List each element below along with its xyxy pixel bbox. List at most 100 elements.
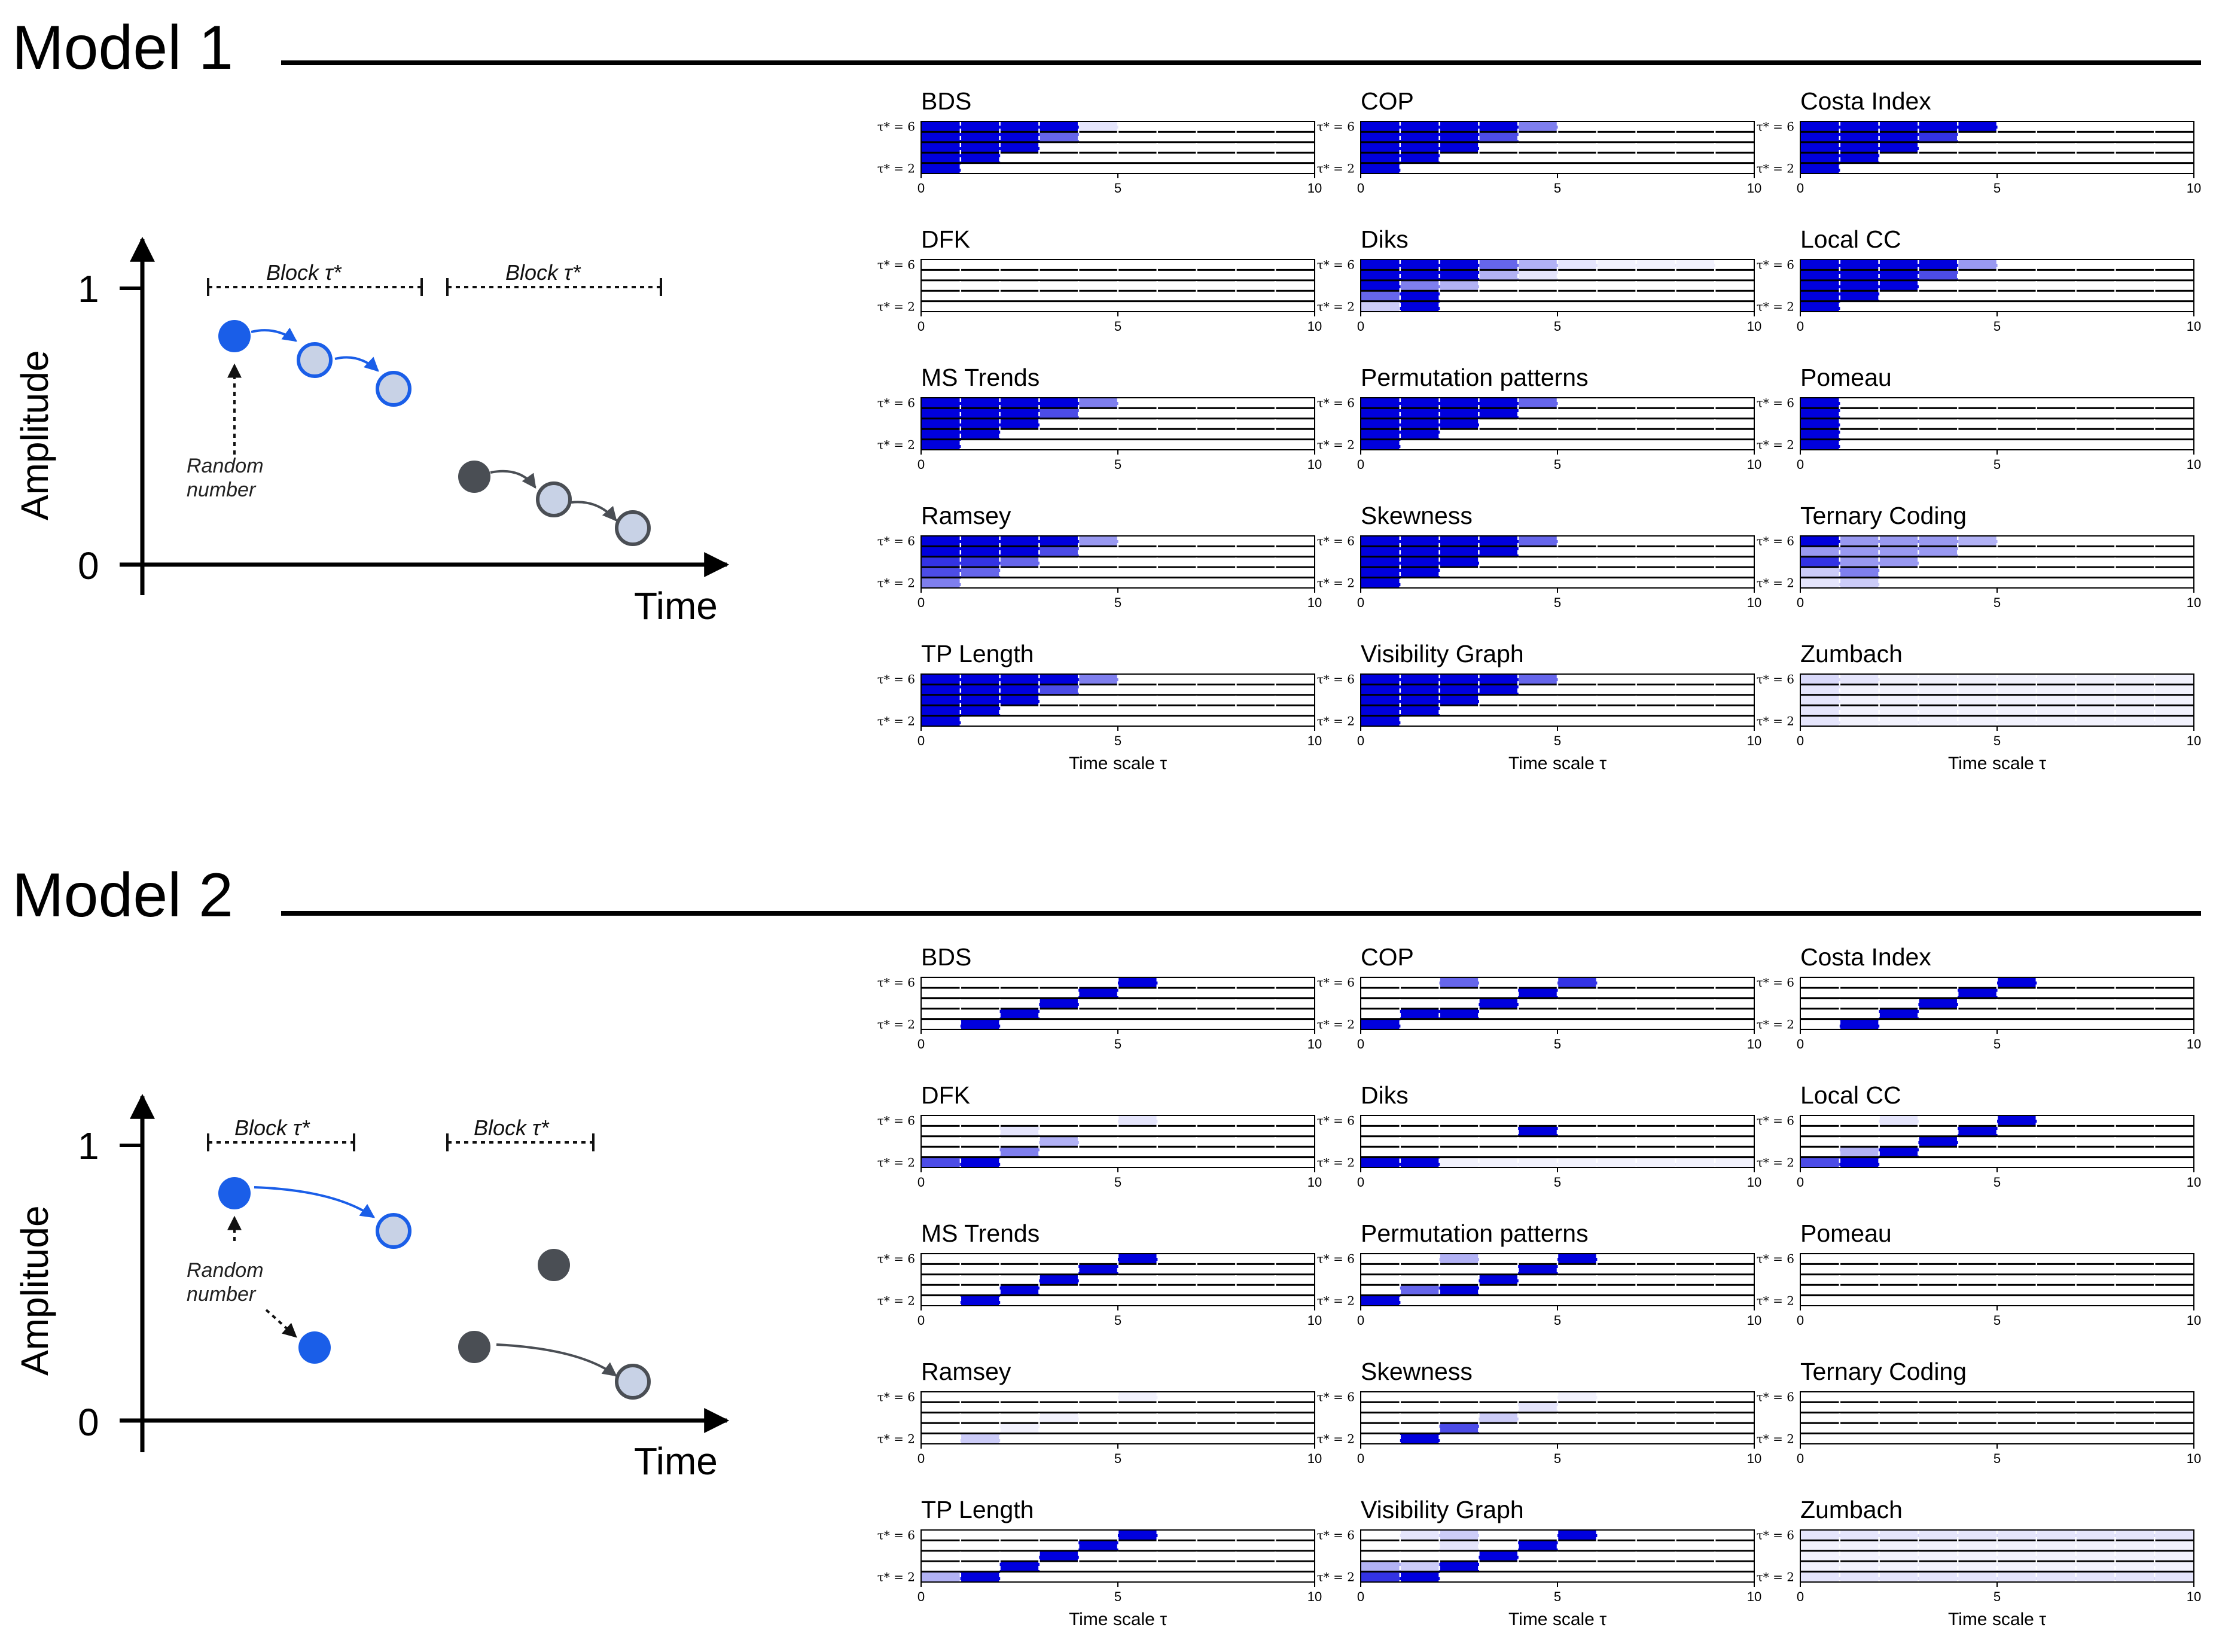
cell-m1-costa-index-r6-c2: [1839, 121, 1880, 132]
x-tick-label-m2-costa-index-5: 5: [1993, 1037, 2001, 1051]
illus-2-block-2: Block τ*: [446, 1115, 595, 1151]
cell-m1-skewness-r5-c3: [1439, 546, 1479, 557]
x-tick-label-m1-dfk-10: 10: [1307, 319, 1322, 334]
panel-m2-permutation-patterns: Permutation patterns τ* = 6 τ* = 20 5 10: [1317, 1220, 1762, 1328]
cell-m2-ramsey-r3-c3: [999, 1423, 1040, 1434]
panel-m1-permutation-patterns: Permutation patterns τ* = 6 τ* = 20 5 10: [1317, 364, 1762, 472]
panel-title-m1-skewness: Skewness: [1361, 502, 1473, 529]
x-tick-label-m2-ms-trends-10: 10: [1307, 1313, 1322, 1328]
cell-m1-ms-trends-r4-c1: [921, 418, 961, 429]
cell-m2-zumbach-r6-c8: [2075, 1530, 2116, 1541]
cell-m1-local-cc-r2-c1: [1800, 301, 1840, 312]
tau-top-label-m1-zumbach: τ* = 6: [1757, 672, 1794, 687]
x-tick-label-m2-diks-10: 10: [1747, 1175, 1761, 1190]
cell-m2-zumbach-r5-c4: [1918, 1540, 1958, 1552]
cell-m1-skewness-r5-c2: [1400, 546, 1440, 557]
cell-m1-zumbach-r3-c2: [1839, 705, 1880, 717]
cell-m1-tp-length-r4-c1: [921, 694, 961, 706]
tau-top-label-m2-diks: τ* = 6: [1317, 1114, 1355, 1128]
cell-m1-zumbach-r5-c2: [1839, 684, 1880, 696]
cell-m2-skewness-r2-c2: [1400, 1433, 1440, 1444]
cell-m2-zumbach-r2-c5: [1958, 1571, 1998, 1583]
illus-1-tick-label-0: 0: [78, 544, 99, 587]
illus-2-point-gray-2: [458, 1331, 490, 1363]
x-tick-label-m1-costa-index-10: 10: [2187, 181, 2201, 196]
cell-m1-cop-r6-c4: [1479, 121, 1519, 132]
cell-m1-skewness-r2-c1: [1361, 577, 1401, 589]
x-tick-label-m2-skewness-5: 5: [1554, 1451, 1561, 1466]
tau-top-label-m2-permutation-patterns: τ* = 6: [1317, 1252, 1355, 1266]
tau-bottom-label-m1-visibility-graph: τ* = 2: [1317, 714, 1355, 728]
cell-m1-cop-r4-c2: [1400, 142, 1440, 153]
panel-m1-diks: Diks τ* = 6 τ* = 20 5 10: [1317, 225, 1762, 334]
x-tick-label-m2-ternary-coding-5: 5: [1993, 1451, 2001, 1466]
tau-top-label-m1-ternary-coding: τ* = 6: [1757, 534, 1794, 548]
cell-m1-cop-r6-c1: [1361, 121, 1401, 132]
cell-m2-zumbach-r4-c5: [1958, 1550, 1998, 1562]
panel-m1-costa-index: Costa Index τ* = 6 τ* = 20 5 10: [1757, 87, 2202, 196]
x-tick-label-m1-costa-index-0: 0: [1797, 181, 1804, 196]
x-tick-label-m2-zumbach-10: 10: [2187, 1589, 2201, 1604]
tau-top-label-m2-skewness: τ* = 6: [1317, 1390, 1355, 1404]
x-tick-label-m2-tp-length-10: 10: [1307, 1589, 1322, 1604]
cell-m2-zumbach-r5-c2: [1839, 1540, 1880, 1552]
x-tick-label-m1-dfk-5: 5: [1114, 319, 1121, 334]
cell-m1-zumbach-r6-c10: [2154, 674, 2194, 685]
x-tick-label-m1-bds-5: 5: [1114, 181, 1121, 196]
cell-m1-zumbach-r4-c2: [1839, 694, 1880, 706]
cell-m2-zumbach-r5-c10: [2154, 1540, 2194, 1552]
cell-m1-bds-r6-c4: [1039, 121, 1079, 132]
cell-m2-zumbach-r4-c8: [2075, 1550, 2116, 1562]
cell-m1-visibility-graph-r6-c4: [1479, 674, 1519, 685]
cell-m1-cop-r5-c4: [1479, 132, 1519, 143]
panel-m1-local-cc: Local CC τ* = 6 τ* = 20 5 10: [1757, 225, 2202, 334]
x-tick-label-m1-permutation-patterns-0: 0: [1357, 457, 1364, 472]
illus-1-point-gray-2: [536, 481, 572, 517]
cell-m1-diks-r3-c2: [1400, 291, 1440, 302]
cell-m1-ms-trends-r5-c3: [999, 408, 1040, 419]
cell-m1-skewness-r4-c1: [1361, 556, 1401, 568]
illus-2-block-label-2: Block τ*: [474, 1115, 549, 1140]
panel-m2-zumbach: Zumbach τ* = 6 τ* = 20 5 10 Time scale τ: [1757, 1496, 2202, 1629]
panel-title-m1-diks: Diks: [1361, 225, 1409, 253]
cell-m1-costa-index-r4-c1: [1800, 142, 1840, 153]
cell-m2-bds-r3-c3: [999, 1008, 1040, 1020]
tau-bottom-label-m1-skewness: τ* = 2: [1317, 575, 1355, 590]
tau-bottom-label-m2-permutation-patterns: τ* = 2: [1317, 1293, 1355, 1307]
cell-m1-bds-r5-c4: [1039, 132, 1079, 143]
cell-m1-tp-length-r6-c3: [999, 674, 1040, 685]
x-tick-label-m2-cop-5: 5: [1554, 1037, 1561, 1051]
cell-m2-diks-r2-c3: [1439, 1157, 1479, 1168]
illus-1-point-blue-3: [376, 371, 411, 407]
x-tick-label-m2-local-cc-10: 10: [2187, 1175, 2201, 1190]
illus-2-ylabel: Amplitude: [13, 1205, 56, 1376]
cell-m2-permutation-patterns-r6-c3: [1439, 1254, 1479, 1264]
cell-m1-ternary-coding-r4-c2: [1839, 556, 1880, 568]
x-tick-label-m1-ramsey-0: 0: [917, 595, 925, 610]
cell-m2-tp-length-r6-c6: [1118, 1530, 1158, 1541]
cell-m2-visibility-graph-r5-c5: [1518, 1540, 1558, 1552]
x-tick-label-m1-costa-index-5: 5: [1993, 181, 2001, 196]
cell-m1-zumbach-r5-c10: [2154, 684, 2194, 696]
cell-m2-local-cc-r3-c2: [1839, 1147, 1880, 1158]
panel-m1-tp-length: TP Length τ* = 6 τ* = 20 5 10 Time scale τ: [877, 640, 1322, 773]
tau-bottom-label-m1-zumbach: τ* = 2: [1757, 714, 1794, 728]
cell-m2-zumbach-r4-c6: [1997, 1550, 2037, 1562]
x-tick-label-m2-bds-0: 0: [917, 1037, 925, 1051]
cell-m2-zumbach-r2-c7: [2036, 1571, 2077, 1583]
cell-m1-bds-r6-c3: [999, 121, 1040, 132]
cell-m1-permutation-patterns-r5-c2: [1400, 408, 1440, 419]
tau-bottom-label-m1-bds: τ* = 2: [877, 161, 915, 175]
cell-m1-diks-r3-c1: [1361, 291, 1401, 302]
panel-m1-zumbach: Zumbach τ* = 6 τ* = 20 5 10 Time scale τ: [1757, 640, 2202, 773]
illus-2-point-gray-3: [615, 1364, 651, 1400]
x-tick-label-m2-tp-length-0: 0: [917, 1589, 925, 1604]
tau-top-label-m1-ms-trends: τ* = 6: [877, 396, 915, 410]
cell-m1-local-cc-r5-c2: [1839, 270, 1880, 281]
x-tick-label-m2-dfk-0: 0: [917, 1175, 925, 1190]
cell-m2-visibility-graph-r3-c2: [1400, 1561, 1440, 1572]
x-tick-label-m2-ms-trends-0: 0: [917, 1313, 925, 1328]
cell-m1-pomeau-r5-c1: [1800, 408, 1840, 419]
x-tick-label-m1-skewness-10: 10: [1747, 595, 1761, 610]
x-tick-label-m1-tp-length-5: 5: [1114, 733, 1121, 748]
